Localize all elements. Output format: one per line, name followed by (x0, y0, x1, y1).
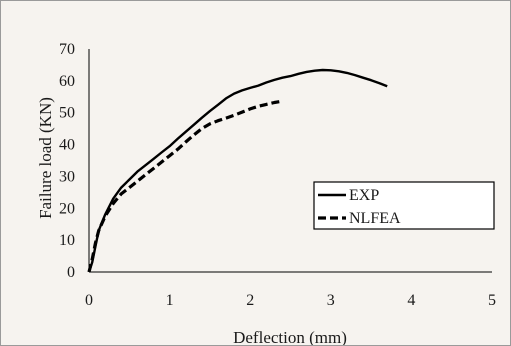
y-tick-label: 60 (59, 73, 75, 90)
x-tick-label: 2 (246, 292, 254, 309)
y-tick-label: 10 (59, 232, 75, 249)
series-line-nlfea (87, 99, 283, 273)
y-tick-label: 20 (59, 200, 75, 217)
x-tick-label: 0 (85, 292, 93, 309)
legend-label-nlfea: NLFEA (349, 210, 401, 227)
y-tick-label: 40 (59, 137, 75, 154)
legend-label-exp: EXP (349, 187, 379, 204)
x-tick-label: 1 (166, 292, 174, 309)
series-line-exp (87, 68, 388, 273)
y-tick-label: 70 (59, 41, 75, 58)
x-tick-labels: 0 1 2 3 4 5 (85, 292, 496, 309)
y-tick-labels: 0 10 20 30 40 50 60 70 (59, 41, 75, 281)
axes-group (88, 49, 492, 273)
x-axis-title: Deflection (mm) (233, 328, 347, 346)
y-tick-label: 30 (59, 168, 75, 185)
series-lines (87, 68, 388, 273)
x-tick-label: 4 (407, 292, 415, 309)
legend: EXP NLFEA (313, 181, 495, 230)
legend-box (313, 181, 495, 230)
x-tick-label: 5 (488, 292, 496, 309)
y-axis-title: Failure load (KN) (36, 97, 55, 219)
y-tick-label: 0 (67, 264, 75, 281)
x-tick-label: 3 (327, 292, 335, 309)
y-tick-label: 50 (59, 105, 75, 122)
